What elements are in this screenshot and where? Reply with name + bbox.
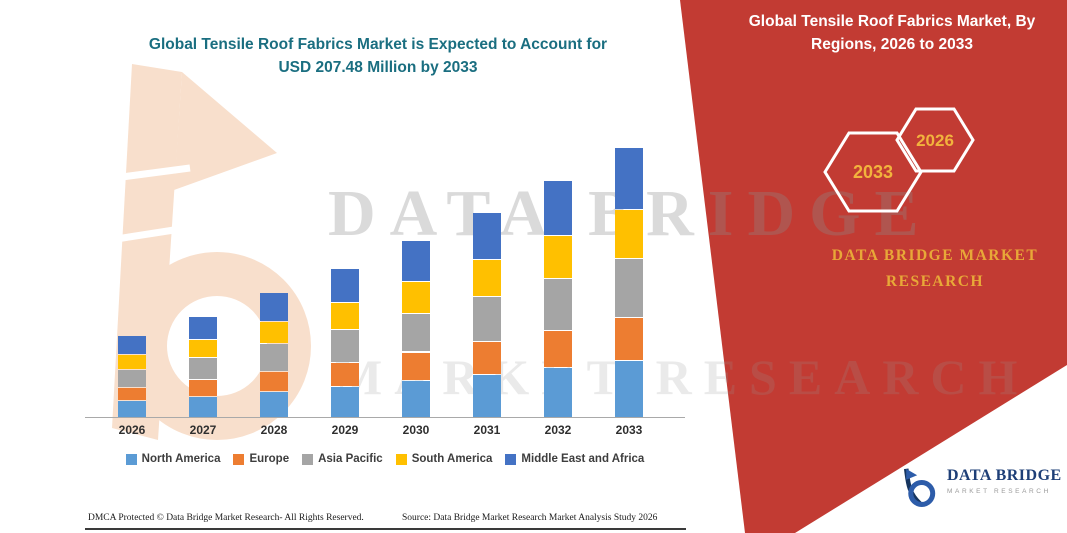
axis-label-year: 2033	[615, 423, 643, 437]
bar-segment-south-america	[615, 210, 643, 258]
bar-segment-asia-pacific	[402, 313, 430, 352]
bar-segment-asia-pacific	[118, 369, 146, 387]
bar-segment-asia-pacific	[331, 329, 359, 362]
bar-segment-middle-east-and-africa	[402, 241, 430, 281]
bar-segment-north-america	[118, 400, 146, 417]
bar-segment-north-america	[402, 380, 430, 417]
legend-item: Middle East and Africa	[505, 453, 644, 465]
watermark-stripe	[113, 164, 191, 182]
bar-segment-south-america	[260, 321, 288, 344]
legend-label: Europe	[249, 453, 290, 465]
legend-swatch	[395, 453, 407, 465]
axis-label-year: 2029	[331, 423, 359, 437]
bar-segment-europe	[615, 318, 643, 361]
legend-swatch	[125, 453, 137, 465]
bar-segment-asia-pacific	[473, 296, 501, 341]
bar-segment-europe	[473, 341, 501, 374]
bar-segment-north-america	[260, 391, 288, 417]
hexagon-outline	[823, 131, 923, 213]
bar-segment-middle-east-and-africa	[118, 336, 146, 354]
bar-segment-south-america	[189, 339, 217, 358]
bar-segment-middle-east-and-africa	[260, 293, 288, 321]
bar-segment-europe	[544, 330, 572, 368]
panel-brand-line1: DATA BRIDGE MARKET	[831, 247, 1039, 264]
footer-divider	[85, 528, 686, 530]
side-panel-title: Global Tensile Roof Fabrics Market, By R…	[748, 13, 1036, 54]
bar-segment-europe	[118, 387, 146, 400]
legend-swatch	[233, 453, 245, 465]
bar-segment-north-america	[615, 361, 643, 417]
legend-label: Middle East and Africa	[521, 453, 645, 465]
watermark-stripe	[109, 224, 188, 244]
bar-segment-middle-east-and-africa	[331, 268, 359, 302]
page-title: Global Tensile Roof Fabrics Market is Ex…	[128, 33, 628, 80]
bar-segment-middle-east-and-africa	[544, 181, 572, 235]
bar-segment-south-america	[331, 302, 359, 329]
legend-item: North America	[125, 453, 221, 465]
data-bridge-logo-icon	[903, 468, 936, 507]
legend-item: Europe	[233, 453, 289, 465]
bar-segment-middle-east-and-africa	[615, 148, 643, 210]
bar-segment-asia-pacific	[544, 278, 572, 330]
year-badges: 2026 2033	[823, 107, 975, 213]
logo-ring	[908, 480, 936, 507]
badge-year-label: 2026	[916, 131, 954, 150]
legend-swatch	[302, 453, 314, 465]
axis-label-year: 2028	[260, 423, 288, 437]
watermark-pennant-shape	[174, 72, 277, 190]
bar-segment-middle-east-and-africa	[189, 316, 217, 339]
bar-segment-asia-pacific	[260, 344, 288, 371]
panel-brand-line2: RESEARCH	[885, 273, 985, 291]
logo-flag	[906, 468, 918, 480]
bar-segment-europe	[260, 371, 288, 391]
bar-segment-europe	[331, 362, 359, 386]
axis-label-year: 2032	[544, 423, 572, 437]
page-title-line2: USD 207.48 Million by 2033	[278, 59, 478, 77]
chart-legend: North America Europe Asia Pacific South Ame…	[85, 453, 685, 465]
bar-segment-north-america	[189, 396, 217, 417]
axis-label-year: 2027	[189, 423, 217, 437]
brand-wordmark-name: DATA BRIDGE	[947, 467, 1062, 484]
panel-brand-text: DATA BRIDGE MARKET RESEARCH	[800, 243, 1067, 296]
badge-2026: 2026	[895, 107, 975, 173]
legend-label: South America	[411, 453, 493, 465]
bar-segment-south-america	[118, 354, 146, 369]
plot-area	[85, 140, 685, 418]
brand-logo: DATA BRIDGE MARKET RESEARCH	[898, 467, 1062, 509]
legend-label: Asia Pacific	[318, 453, 383, 465]
legend-swatch	[505, 453, 517, 465]
bar-segment-south-america	[402, 281, 430, 313]
bar-segment-europe	[402, 352, 430, 380]
x-axis-labels: 2026 2027 2028 2029 2030 2031 2032 2033	[85, 423, 685, 441]
bar-segment-south-america	[473, 259, 501, 296]
bar-segment-middle-east-and-africa	[473, 212, 501, 259]
bar-segment-north-america	[331, 386, 359, 417]
bar-segment-north-america	[544, 368, 572, 417]
bar-segment-north-america	[473, 374, 501, 417]
dmca-notice: DMCA Protected © Data Bridge Market Rese…	[88, 513, 364, 523]
hexagon-outline	[895, 107, 975, 173]
brand-wordmark: DATA BRIDGE MARKET RESEARCH	[947, 467, 1062, 495]
bar-segment-europe	[189, 380, 217, 396]
axis-label-year: 2026	[118, 423, 146, 437]
page-title-line1: Global Tensile Roof Fabrics Market is Ex…	[148, 36, 608, 53]
legend-item: Asia Pacific	[302, 453, 383, 465]
bar-segment-south-america	[544, 235, 572, 278]
axis-label-year: 2030	[402, 423, 430, 437]
axis-label-year: 2031	[473, 423, 501, 437]
legend-label: North America	[141, 453, 221, 465]
brand-wordmark-subtitle: MARKET RESEARCH	[947, 488, 1051, 495]
bar-segment-asia-pacific	[615, 258, 643, 318]
legend-item: South America	[395, 453, 493, 465]
badge-year-label: 2033	[853, 162, 893, 182]
source-note: Source: Data Bridge Market Research Mark…	[402, 513, 658, 523]
bar-segment-asia-pacific	[189, 358, 217, 380]
watermark-text-secondary: MARKET RESEARCH	[335, 349, 1030, 405]
badge-2033: 2033	[823, 131, 923, 213]
